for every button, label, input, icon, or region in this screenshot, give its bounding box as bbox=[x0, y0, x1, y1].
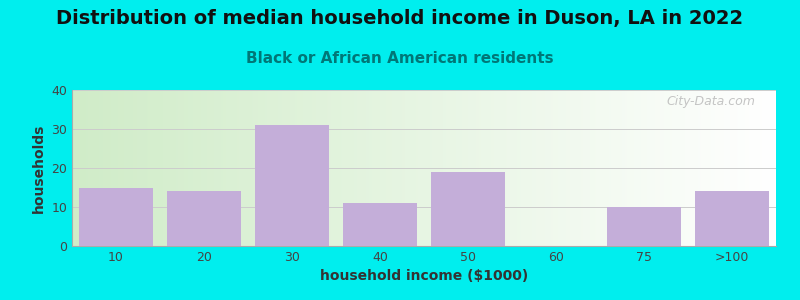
Bar bbox=[78, 188, 154, 246]
Text: City-Data.com: City-Data.com bbox=[666, 95, 755, 108]
X-axis label: household income ($1000): household income ($1000) bbox=[320, 269, 528, 284]
Bar bbox=[166, 191, 242, 246]
Y-axis label: households: households bbox=[32, 123, 46, 213]
Bar bbox=[342, 203, 418, 246]
Bar bbox=[606, 207, 682, 246]
Text: Black or African American residents: Black or African American residents bbox=[246, 51, 554, 66]
Bar bbox=[254, 125, 330, 246]
Bar bbox=[694, 191, 770, 246]
Text: Distribution of median household income in Duson, LA in 2022: Distribution of median household income … bbox=[57, 9, 743, 28]
Bar bbox=[430, 172, 506, 246]
